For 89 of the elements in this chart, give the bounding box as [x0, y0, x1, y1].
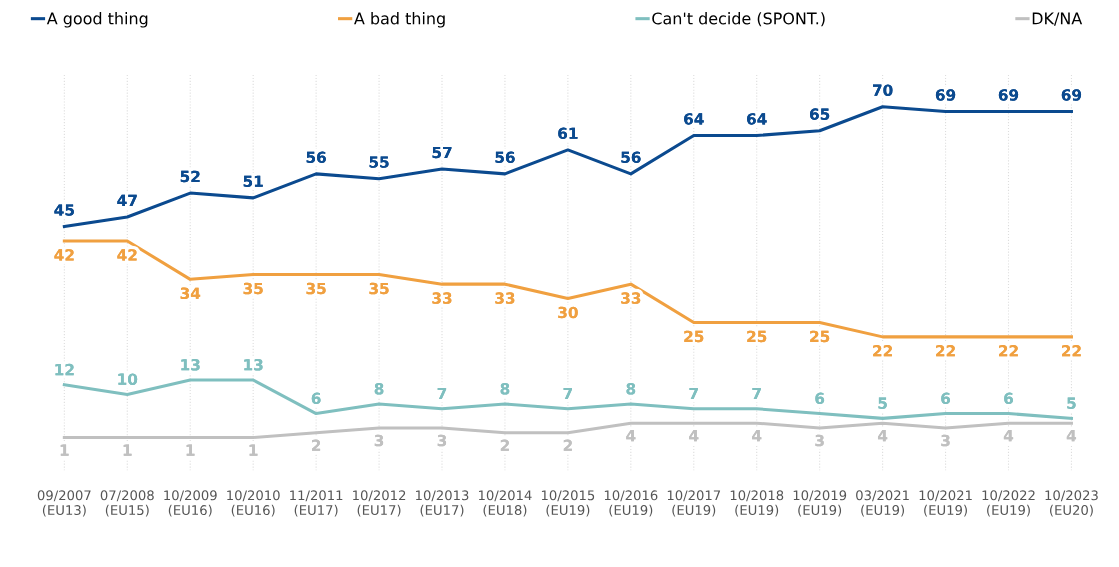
- data-label: 2: [500, 439, 509, 451]
- data-label: 8: [500, 382, 510, 395]
- data-label: 3: [437, 434, 447, 447]
- data-label: 6: [1004, 392, 1013, 405]
- data-label: 33: [432, 292, 452, 304]
- x-tick-label: 10/2018 (EU19): [730, 490, 784, 517]
- data-label: 22: [936, 345, 955, 357]
- legend-label: A good thing: [46, 12, 148, 28]
- x-tick-label: 10/2016 (EU19): [604, 490, 658, 517]
- data-label: 12: [55, 363, 74, 376]
- data-label: 4: [689, 430, 699, 442]
- x-tick-label: 10/2022 (EU19): [982, 490, 1035, 517]
- data-label: 35: [369, 282, 389, 295]
- x-tick-label: 10/2023 (EU20): [1045, 490, 1098, 517]
- x-tick-label: 10/2013 (EU17): [416, 490, 469, 517]
- data-label: 35: [243, 282, 263, 295]
- data-label: 1: [249, 444, 258, 456]
- data-label: 2: [312, 439, 321, 451]
- data-label: 30: [558, 306, 578, 319]
- data-label: 5: [1067, 397, 1076, 409]
- data-label: 35: [306, 282, 326, 295]
- data-label: 7: [752, 387, 761, 400]
- data-label: 64: [747, 113, 767, 125]
- data-label: 13: [181, 359, 200, 371]
- data-label: 25: [684, 330, 704, 343]
- data-label: 56: [495, 151, 515, 164]
- data-label: 33: [495, 292, 515, 304]
- data-label: 69: [935, 89, 956, 101]
- data-label: 56: [621, 151, 641, 164]
- x-tick-label: 09/2007 (EU13): [37, 490, 91, 517]
- x-tick-label: 10/2014 (EU18): [478, 490, 532, 517]
- legend-label: Can't decide (SPONT.): [652, 12, 825, 27]
- data-label: 4: [1003, 430, 1014, 442]
- data-label: 22: [999, 345, 1018, 357]
- data-label: 7: [437, 387, 447, 400]
- data-label: 57: [432, 146, 452, 159]
- x-tick-label: 10/2012 (EU17): [353, 490, 406, 517]
- data-label: 42: [117, 249, 137, 261]
- data-label: 69: [1061, 89, 1082, 101]
- data-label: 3: [374, 434, 384, 447]
- data-label: 65: [809, 108, 830, 120]
- x-tick-label: 10/2021 (EU19): [919, 490, 972, 517]
- data-label: 22: [873, 345, 892, 357]
- data-label: 1: [60, 444, 69, 456]
- data-label: 7: [563, 387, 572, 400]
- data-label: 42: [54, 249, 74, 261]
- x-tick-label: 07/2008 (EU15): [100, 490, 154, 517]
- data-label: 10: [118, 373, 138, 385]
- data-label: 7: [689, 387, 698, 400]
- x-tick-label: 10/2015 (EU19): [541, 490, 595, 517]
- data-label: 33: [621, 292, 641, 304]
- data-label: 55: [369, 156, 389, 168]
- data-label: 61: [558, 127, 578, 140]
- data-label: 5: [878, 397, 887, 409]
- data-label: 2: [563, 439, 572, 451]
- data-label: 70: [873, 84, 893, 96]
- data-label: 45: [54, 204, 74, 216]
- legend-label: DK/NA: [1032, 12, 1083, 26]
- data-label: 1: [123, 444, 132, 456]
- x-tick-label: 10/2009 (EU16): [164, 490, 217, 517]
- x-tick-label: 10/2019 (EU19): [793, 490, 847, 517]
- data-label: 3: [941, 434, 950, 447]
- data-label: 8: [374, 382, 384, 395]
- data-label: 6: [815, 392, 825, 405]
- data-label: 6: [311, 392, 321, 405]
- x-tick-label: 03/2021 (EU19): [856, 490, 909, 517]
- data-label: 25: [747, 330, 767, 343]
- data-label: 52: [180, 170, 200, 183]
- data-label: 6: [941, 392, 951, 405]
- data-label: 25: [810, 330, 830, 343]
- data-label: 8: [626, 382, 636, 395]
- data-label: 69: [998, 89, 1019, 101]
- legend-label: A bad thing: [354, 12, 445, 28]
- x-tick-label: 10/2017 (EU19): [667, 490, 721, 517]
- data-label: 13: [244, 359, 263, 371]
- data-label: 4: [877, 430, 888, 442]
- data-label: 56: [306, 151, 326, 164]
- data-label: 4: [626, 430, 636, 442]
- data-label: 4: [752, 430, 762, 442]
- data-label: 51: [243, 175, 263, 188]
- data-label: 34: [180, 287, 201, 300]
- data-label: 1: [186, 444, 195, 456]
- x-tick-label: 10/2010 (EU16): [227, 490, 280, 517]
- data-label: 4: [1066, 430, 1077, 442]
- data-label: 47: [117, 194, 137, 206]
- data-label: 64: [684, 113, 704, 125]
- data-label: 22: [1062, 345, 1081, 357]
- data-label: 3: [815, 434, 824, 447]
- x-tick-label: 11/2011 (EU17): [290, 490, 343, 517]
